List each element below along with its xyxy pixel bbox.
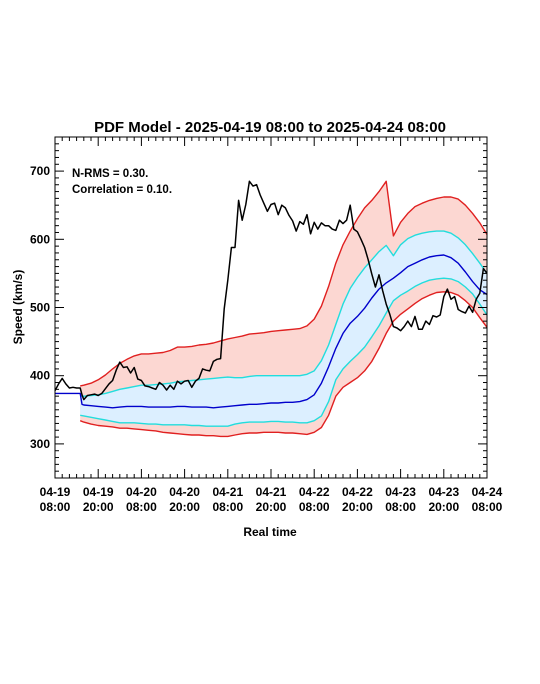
correlation-annotation: Correlation = 0.10. bbox=[72, 184, 172, 196]
y-tick-label: 500 bbox=[30, 301, 50, 315]
lower-inner-line bbox=[80, 277, 488, 427]
axis-ticks bbox=[54, 136, 488, 479]
chart-title: PDF Model - 2025-04-19 08:00 to 2025-04-… bbox=[94, 119, 446, 136]
observed-line bbox=[54, 180, 488, 401]
median-line bbox=[55, 254, 488, 409]
x-tick-labels: 04-19 08:00 04-19 20:00 04-20 08:00 04-20 20:00… bbox=[40, 485, 503, 514]
x-tick-label: 04-22 08:00 bbox=[299, 485, 330, 514]
y-tick-label: 600 bbox=[30, 232, 50, 246]
y-tick-label: 300 bbox=[30, 437, 50, 451]
x-tick-label: 04-22 20:00 bbox=[342, 485, 373, 514]
nrms-annotation: N-RMS = 0.30. bbox=[72, 168, 148, 180]
y-axis-label: Speed (km/s) bbox=[11, 270, 25, 345]
x-tick-label: 04-23 20:00 bbox=[428, 485, 459, 514]
series-lines bbox=[54, 180, 488, 438]
x-tick-label: 04-20 20:00 bbox=[169, 485, 200, 514]
x-tick-label: 04-19 08:00 bbox=[40, 485, 71, 514]
x-tick-label: 04-19 20:00 bbox=[83, 485, 114, 514]
x-tick-label: 04-23 08:00 bbox=[385, 485, 416, 514]
x-tick-label: 04-21 08:00 bbox=[212, 485, 243, 514]
x-tick-label: 04-21 20:00 bbox=[256, 485, 287, 514]
lower-outer-line bbox=[79, 291, 488, 438]
outer-confidence-band bbox=[80, 181, 487, 437]
x-tick-label: 04-24 08:00 bbox=[472, 485, 503, 514]
x-tick-label: 04-20 08:00 bbox=[126, 485, 157, 514]
y-tick-label: 700 bbox=[30, 164, 50, 178]
y-tick-labels: 300 400 500 600 700 bbox=[30, 164, 50, 451]
inner-confidence-band bbox=[80, 231, 487, 427]
y-tick-label: 400 bbox=[30, 369, 50, 383]
plot-area bbox=[54, 180, 488, 438]
upper-outer-line bbox=[80, 180, 488, 387]
x-axis-label: Real time bbox=[243, 525, 297, 539]
